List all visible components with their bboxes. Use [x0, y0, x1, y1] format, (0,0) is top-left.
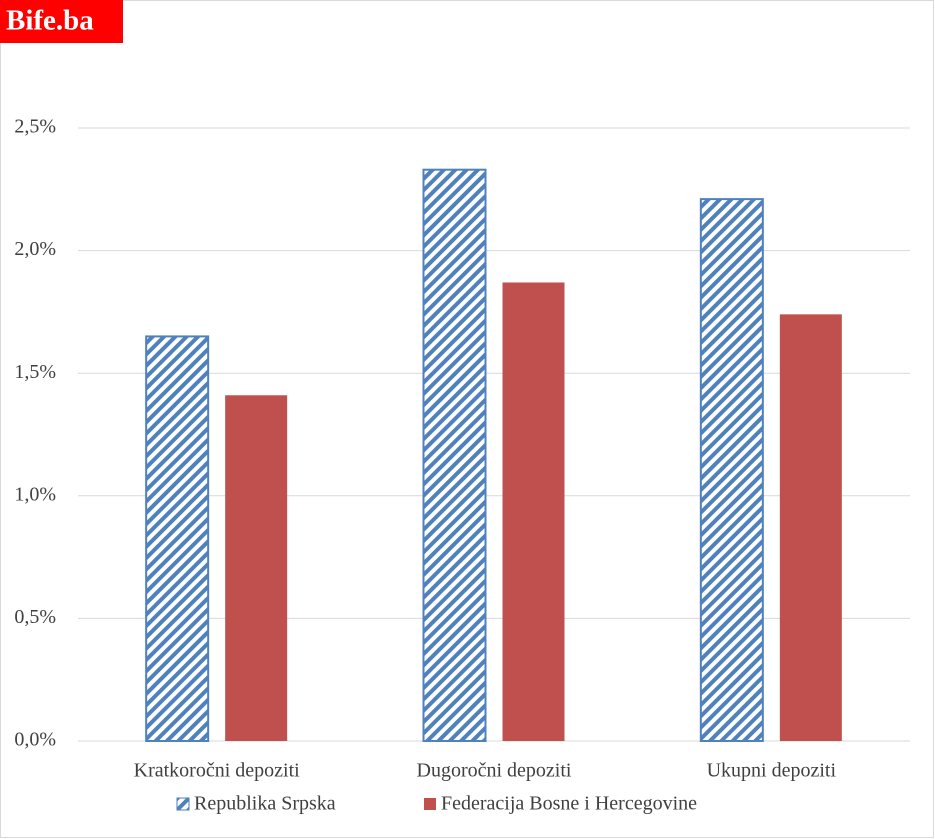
y-tick-label: 2,0%: [14, 238, 56, 260]
x-tick-label: Dugoročni depoziti: [417, 760, 572, 782]
bar: [145, 335, 210, 742]
bar: [422, 168, 487, 742]
legend-label: Republika Srpska: [194, 793, 336, 815]
y-tick-label: 0,0%: [14, 729, 56, 751]
bar: [699, 198, 764, 743]
y-tick-label: 1,5%: [14, 361, 56, 383]
legend-label: Federacija Bosne i Hercegovine: [441, 793, 697, 815]
legend-marker: [424, 798, 436, 810]
bar: [225, 395, 288, 741]
y-tick-label: 2,5%: [14, 116, 56, 138]
logo: Bife.ba: [6, 5, 94, 37]
x-tick-label: Ukupni depoziti: [707, 760, 837, 782]
logo-box: [0, 0, 123, 43]
x-tick-label: Kratkoročni depoziti: [134, 760, 300, 782]
bar: [779, 314, 842, 741]
y-tick-label: 0,5%: [14, 606, 56, 628]
bar: [502, 282, 565, 741]
legend-marker: [176, 797, 190, 811]
y-tick-label: 1,0%: [14, 483, 56, 505]
